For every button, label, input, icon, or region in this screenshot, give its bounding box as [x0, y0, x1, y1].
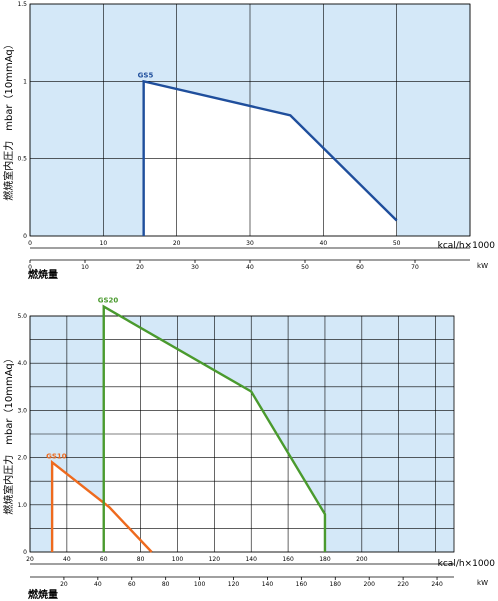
chart2-x-tick-label: 60	[100, 556, 108, 563]
chart2-x-tick-label: 140	[245, 556, 257, 563]
chart2-y-axis-label: 燃焼室内圧力 mbar（10mmAq）	[2, 353, 15, 515]
chart2-series-line-GS20	[102, 304, 327, 552]
chart2-kw-tick-label: 220	[397, 581, 409, 588]
chart1-kw-tick-label: 50	[301, 264, 309, 271]
chart2-kw-unit-label: kW	[477, 579, 488, 587]
chart1-x-tick-label: 30	[246, 240, 254, 247]
chart2-kw-tick-label: 240	[431, 581, 443, 588]
chart2-x-tick-label: 40	[63, 556, 71, 563]
chart2-kw-tick-label: 160	[296, 581, 308, 588]
chart2-x-unit-label: kcal/h×1000	[438, 559, 496, 569]
chart2-kw-tick-label: 180	[330, 581, 342, 588]
chart2-kw-tick-label: 20	[60, 581, 68, 588]
chart2-x-tick-label: 160	[282, 556, 294, 563]
chart2-x-tick-label: 120	[209, 556, 221, 563]
chart1-kw-tick-label: 70	[411, 264, 419, 271]
chart1-x-tick-label: 40	[320, 240, 328, 247]
chart2-x-title: 燃焼量	[28, 588, 58, 601]
chart1-x-tick-label: 0	[28, 240, 32, 247]
chart1-series-label-GS5: GS5	[138, 71, 154, 79]
chart2-series-label-GS10: GS10	[46, 452, 67, 460]
chart2-kw-tick-label: 60	[128, 581, 136, 588]
chart2-kw-tick-label: 200	[363, 581, 375, 588]
chart1-series-line-GS5	[142, 79, 398, 236]
chart1-kw-tick-label: 30	[191, 264, 199, 271]
chart1-x-tick-label: 10	[100, 240, 108, 247]
chart2-x-tick-label: 100	[172, 556, 184, 563]
chart1-kw-tick-label: 40	[246, 264, 254, 271]
chart2-series-label-GS20: GS20	[98, 297, 119, 305]
chart2-x-tick-label: 200	[356, 556, 368, 563]
chart1-kw-tick-label: 0	[28, 264, 32, 271]
chart2-frame	[29, 315, 455, 553]
chart2-x-tick-label: 80	[137, 556, 145, 563]
chart1-kw-tick-label: 10	[81, 264, 89, 271]
chart2-x-tick-label: 180	[319, 556, 331, 563]
chart1-y-tick-label: 0	[23, 233, 27, 240]
chart2-x-tick-label: 20	[26, 556, 34, 563]
chart2-y-tick-label: 2.0	[17, 455, 27, 462]
chart2-y-tick-label: 4.0	[17, 360, 27, 367]
chart2-kw-tick-label: 140	[262, 581, 274, 588]
chart2-y-tick-label: 5.0	[17, 313, 27, 320]
chart1-y-axis-label: 燃焼室内圧力 mbar（10mmAq）	[2, 39, 15, 201]
chart2-kw-tick-label: 100	[194, 581, 206, 588]
chart2-y-tick-label: 1.0	[17, 502, 27, 509]
chart2-kw-tick-label: 120	[228, 581, 240, 588]
chart1-frame	[29, 3, 471, 237]
chart1-x-unit-label: kcal/h×1000	[438, 241, 496, 251]
chart1-y-tick-label: 1.5	[17, 1, 27, 8]
chart2-y-tick-label: 3.0	[17, 407, 27, 414]
chart1-kw-tick-label: 60	[356, 264, 364, 271]
chart2-kw-tick-label: 80	[162, 581, 170, 588]
chart1-kw-tick-label: 20	[136, 264, 144, 271]
chart1-y-tick-label: 1	[23, 78, 27, 85]
chart1-x-tick-label: 20	[173, 240, 181, 247]
chart2-kw-tick-label: 40	[94, 581, 102, 588]
chart1-x-title: 燃焼量	[28, 268, 58, 281]
chart1-kw-unit-label: kW	[477, 262, 488, 270]
chart2-series-line-GS10	[50, 459, 153, 553]
chart1-y-tick-label: 0.5	[17, 156, 27, 163]
chart1-x-tick-label: 50	[393, 240, 401, 247]
chart2-y-tick-label: 0	[23, 549, 27, 556]
